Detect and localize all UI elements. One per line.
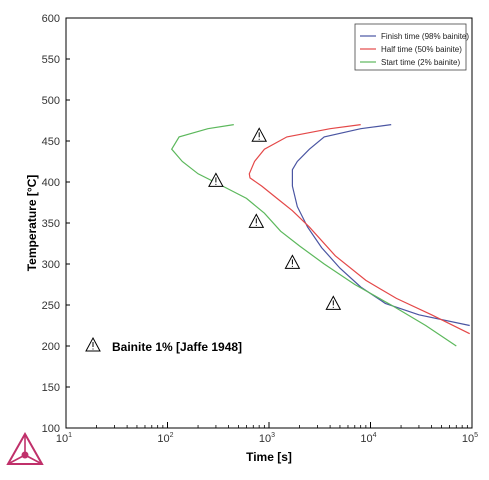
y-tick-label: 600	[42, 13, 60, 25]
y-tick-label: 550	[42, 54, 60, 66]
y-ticks: 100 150 200 250 300 350 400 450 500 550 600	[42, 13, 70, 435]
x-tick-label: 103	[259, 432, 275, 445]
x-tick-label: 101	[56, 432, 72, 445]
markers-layer	[208, 127, 342, 310]
y-tick-label: 150	[42, 382, 60, 394]
x-tick-label: 105	[462, 432, 478, 445]
legend-label: Finish time (98% bainite)	[381, 32, 469, 41]
x-axis-title: Time [s]	[246, 450, 292, 464]
series-line-2	[170, 124, 457, 347]
experimental-legend: Bainite 1% [Jaffe 1948]	[85, 336, 242, 354]
legend-label: Half time (50% bainite)	[381, 45, 462, 54]
x-ticks: 101 102 103 104 105	[56, 422, 478, 445]
y-tick-label: 200	[42, 341, 60, 353]
y-tick-label: 350	[42, 218, 60, 230]
y-tick-label: 300	[42, 259, 60, 271]
experimental-label: Bainite 1% [Jaffe 1948]	[112, 340, 242, 354]
legend-box	[354, 23, 467, 71]
triangle-icon	[85, 336, 101, 352]
legend-label: Start time (2% bainite)	[381, 58, 460, 67]
y-tick-label: 450	[42, 136, 60, 148]
series-layer	[170, 124, 470, 347]
series-line-1	[248, 124, 470, 335]
x-tick-label: 104	[360, 432, 376, 445]
thermo-calc-logo-icon	[6, 431, 44, 465]
series-line-0	[291, 124, 470, 327]
x-tick-label: 102	[157, 432, 173, 445]
y-tick-label: 250	[42, 300, 60, 312]
y-tick-label: 400	[42, 177, 60, 189]
y-tick-label: 100	[42, 423, 60, 435]
legend: Finish time (98% bainite) Half time (50% …	[354, 23, 469, 71]
experimental-marker	[284, 254, 301, 269]
plot-frame	[65, 17, 473, 429]
experimental-marker	[325, 295, 342, 310]
y-axis-title: Temperature [°C]	[25, 175, 39, 272]
experimental-marker	[248, 213, 265, 228]
y-tick-label: 500	[42, 95, 60, 107]
experimental-marker	[251, 127, 268, 142]
experimental-marker	[208, 172, 224, 187]
